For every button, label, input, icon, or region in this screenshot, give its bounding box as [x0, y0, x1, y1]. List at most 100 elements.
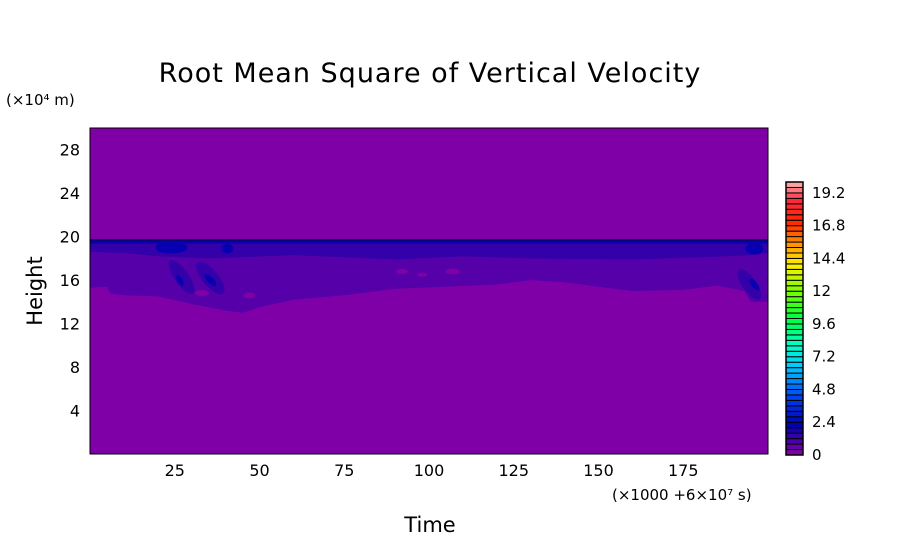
- colorbar-swatch: [785, 257, 804, 265]
- colorbar-swatch: [785, 208, 804, 216]
- colorbar-swatch: [785, 296, 804, 303]
- colorbar-swatch: [785, 394, 804, 401]
- colorbar-label: 9.6: [812, 315, 836, 333]
- colorbar-swatch: [785, 383, 804, 390]
- colorbar-swatch: [785, 268, 804, 276]
- colorbar-swatch: [785, 197, 804, 205]
- colorbar-swatch: [785, 285, 804, 292]
- colorbar-swatch: [785, 432, 804, 440]
- contour-blob-level-3: [221, 243, 234, 254]
- contour-blob-level-2: [737, 269, 762, 300]
- colorbar-swatch: [785, 214, 804, 221]
- colorbar-label: 19.2: [812, 184, 845, 202]
- chart-title: Root Mean Square of Vertical Velocity: [159, 58, 702, 89]
- y-tick-label: 12: [60, 315, 80, 334]
- contour-level-2: [90, 242, 768, 260]
- colorbar-swatch: [785, 339, 804, 347]
- contour-blob-level-2: [168, 260, 195, 294]
- colorbar-label: 12: [812, 282, 831, 300]
- colorbar-swatch: [785, 443, 804, 451]
- colorbar-swatch: [785, 290, 804, 298]
- colorbar-swatch: [785, 421, 804, 429]
- colorbar-swatch: [785, 410, 804, 418]
- y-axis-label: Height: [23, 256, 47, 325]
- colorbar-label: 14.4: [812, 249, 845, 267]
- x-axis-label: Time: [403, 513, 455, 537]
- x-tick-label: 150: [583, 461, 614, 480]
- colorbar-swatch: [785, 279, 804, 287]
- colorbar-frame: [785, 181, 804, 456]
- y-tick-label: 24: [60, 184, 80, 203]
- contour-blob-level-3: [204, 274, 217, 287]
- colorbar-swatch: [785, 367, 804, 374]
- y-tick-label: 4: [70, 402, 80, 421]
- colorbar-label: 7.2: [812, 348, 836, 366]
- colorbar-swatch: [785, 318, 804, 325]
- x-tick-label: 175: [668, 461, 699, 480]
- colorbar-swatch: [785, 236, 804, 243]
- colorbar-swatch: [785, 350, 804, 358]
- colorbar-swatch: [785, 301, 804, 309]
- colorbar-swatch: [785, 427, 804, 434]
- x-tick-label: 75: [334, 461, 354, 480]
- x-tick-label: 25: [165, 461, 185, 480]
- colorbar-swatch: [785, 312, 804, 320]
- colorbar-swatch: [785, 247, 804, 254]
- contour-blob-level-3: [745, 242, 764, 255]
- colorbar-swatch: [785, 328, 804, 336]
- x-tick-label: 50: [249, 461, 269, 480]
- contour-pocket-level-0: [92, 293, 109, 300]
- colorbar-swatch: [785, 181, 804, 188]
- y-tick-label: 8: [70, 358, 80, 377]
- colorbar-swatch: [785, 203, 804, 210]
- colorbar-swatch: [785, 225, 804, 232]
- colorbar-swatch: [785, 356, 804, 363]
- contour-field: [90, 128, 768, 454]
- contour-pocket-level-0: [417, 272, 428, 277]
- colorbar-swatch: [785, 378, 804, 385]
- colorbar-swatch: [785, 345, 804, 352]
- colorbar-swatch: [785, 219, 804, 227]
- colorbar-swatch: [785, 388, 804, 396]
- y-tick-label: 28: [60, 141, 80, 160]
- contour-pocket-level-0: [445, 268, 460, 275]
- colorbar-swatch: [785, 274, 804, 281]
- y-ticks: 4 8 12 16 20 24 28: [60, 141, 80, 421]
- contour-blob-level-3: [155, 241, 188, 254]
- colorbar-swatch: [785, 230, 804, 238]
- colorbar-swatch: [785, 334, 804, 341]
- colorbar-label: 4.8: [812, 380, 836, 398]
- contour-pocket-level-0: [395, 268, 408, 274]
- contour-blob-level-3: [176, 274, 184, 286]
- colorbar-swatch: [785, 263, 804, 270]
- x-ticks: 25 50 75 100 125 150 175: [165, 461, 699, 480]
- contour-pocket-level-0: [243, 292, 256, 299]
- y-tick-label: 20: [60, 228, 80, 247]
- x-tick-label: 100: [414, 461, 445, 480]
- colorbar-swatch: [785, 416, 804, 423]
- colorbar-swatch: [785, 405, 804, 412]
- x-tick-label: 125: [498, 461, 529, 480]
- colorbar-swatch: [785, 399, 804, 407]
- colorbar-label: 2.4: [812, 413, 836, 431]
- contour-level-3-line: [90, 239, 768, 244]
- colorbar-swatch: [785, 449, 804, 456]
- colorbar-label: 0: [812, 446, 822, 464]
- contour-pocket-level-0: [194, 290, 209, 297]
- contour-blob-level-3: [749, 278, 760, 291]
- colorbar-swatch: [785, 252, 804, 259]
- colorbar: 0 2.4 4.8 7.2 9.6 12 14.4 16.8 19.2: [785, 181, 845, 464]
- plot-frame: [89, 127, 769, 455]
- colorbar-swatch: [785, 372, 804, 380]
- colorbar-swatch: [785, 438, 804, 445]
- colorbar-label: 16.8: [812, 217, 845, 235]
- contour-level-1: [90, 242, 768, 313]
- colorbar-swatch: [785, 192, 804, 199]
- colorbar-swatch: [785, 361, 804, 369]
- colorbar-swatch: [785, 186, 804, 194]
- colorbar-swatch: [785, 241, 804, 249]
- colorbar-swatch: [785, 307, 804, 314]
- y-unit-label: (×10⁴ m): [6, 91, 75, 109]
- y-tick-label: 16: [60, 271, 80, 290]
